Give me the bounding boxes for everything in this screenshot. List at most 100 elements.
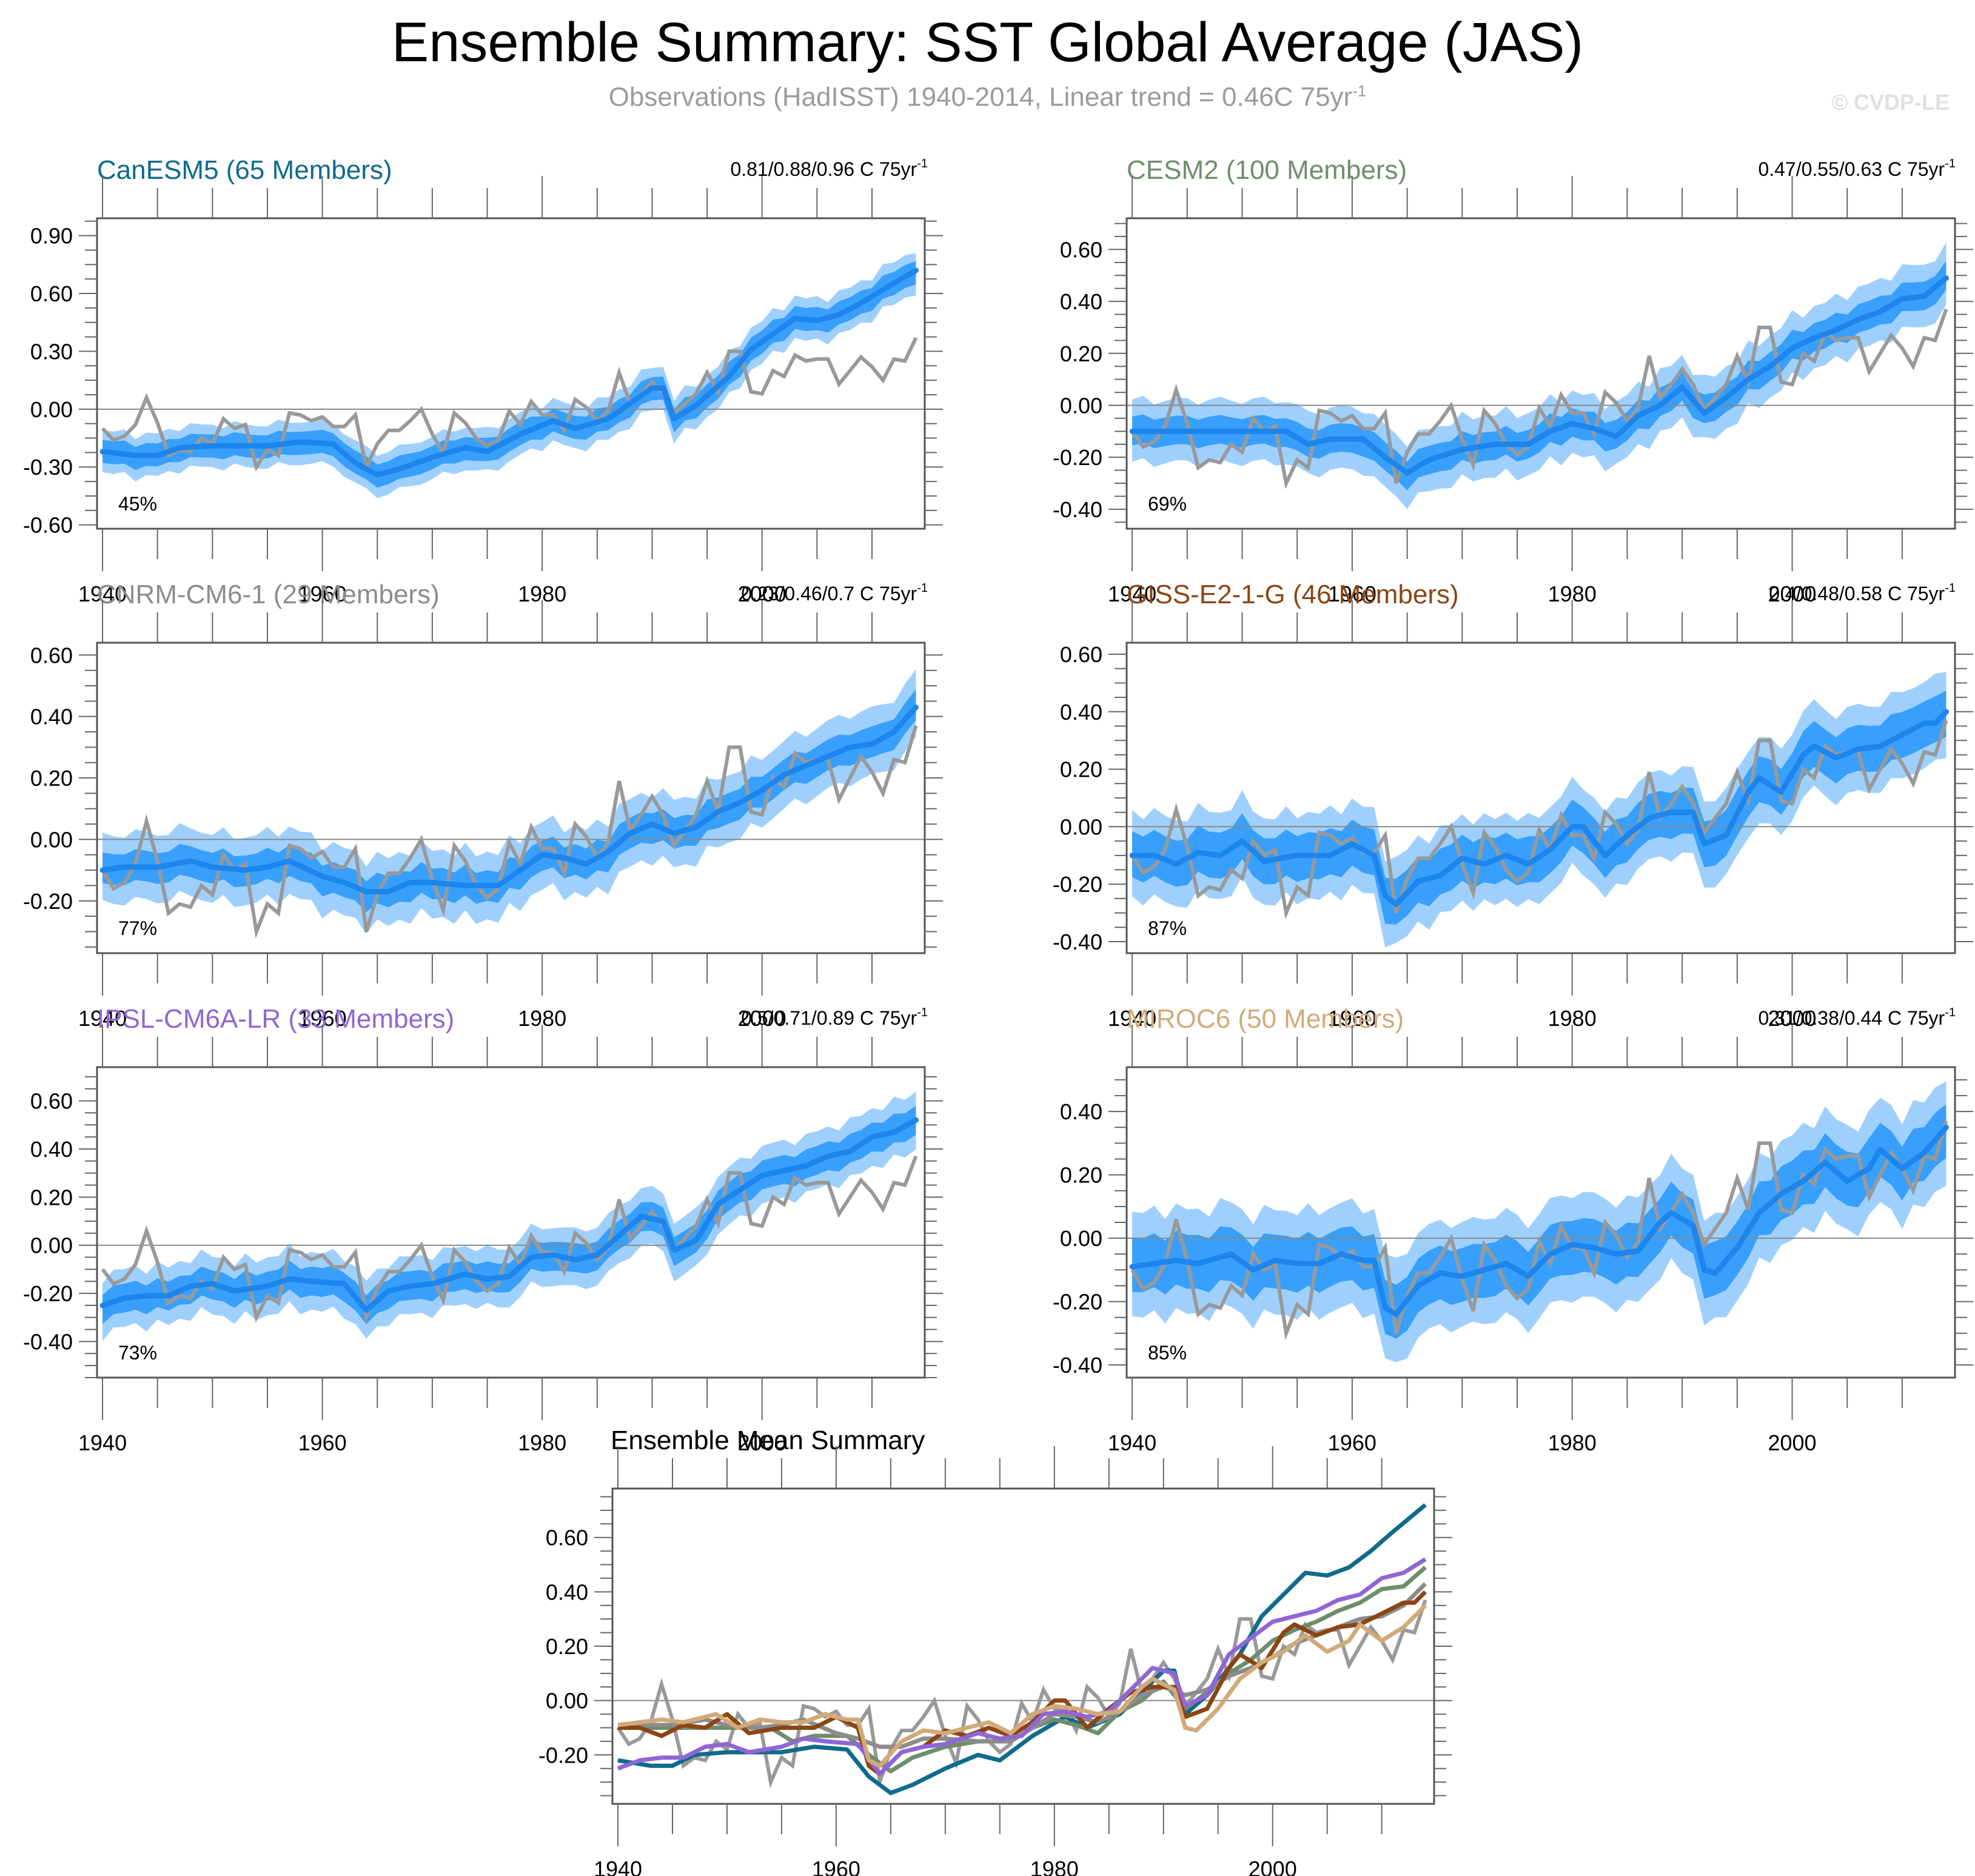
plot-frame <box>96 1066 926 1379</box>
spread-band-inner <box>1132 691 1946 925</box>
x-tick-label: 1960 <box>298 1430 347 1455</box>
panel-canesm5: CanESM5 (65 Members) 0.81/0.88/0.96 C 75y… <box>23 155 943 606</box>
y-tick-label: -0.40 <box>1053 497 1102 522</box>
mean-line-cesm2 <box>617 1566 1427 1774</box>
trend-value: 0.81/0.88/0.96 C 75yr <box>730 158 917 180</box>
mean-line-ipsl-cm6a-lr <box>617 1557 1427 1777</box>
panel-ensemble-mean-summary: Ensemble Mean Summary 1940 1960 1980 2000 -0.… <box>538 1425 1452 1876</box>
panel-ipsl-cm6a-lr: IPSL-CM6A-LR (33 Members) 0.5/0.71/0.89 C… <box>23 1004 943 1455</box>
trend-superscript: -1 <box>917 581 928 595</box>
y-tick-label: -0.40 <box>1053 930 1102 954</box>
trend-label: 0.4/0.48/0.58 C 75yr-1 <box>1769 581 1956 605</box>
panel-cnrm-cm6-1: CNRM-CM6-1 (29 Members) 0.23/0.46/0.7 C 7… <box>23 580 943 1031</box>
x-tick-label: 1980 <box>518 1430 566 1455</box>
y-tick-label: -0.40 <box>1053 1353 1102 1378</box>
y-tick-label: -0.20 <box>1053 872 1102 897</box>
observations-line <box>1130 1120 1948 1341</box>
panel-miroc6: MIROC6 (50 Members) 0.31/0.38/0.44 C 75yr… <box>1053 1004 1973 1455</box>
trend-label: 0.81/0.88/0.96 C 75yr-1 <box>730 157 928 180</box>
y-tick-label: 0.20 <box>30 1185 73 1210</box>
spread-band-outer <box>102 1091 916 1341</box>
figure-subtitle: Observations (HadISST) 1940-2014, Linear… <box>0 82 1975 113</box>
trend-superscript: -1 <box>917 1006 928 1019</box>
cvdp-watermark: © CVDP-LE <box>1831 90 1950 115</box>
observations-line <box>101 337 918 473</box>
spread-band-outer <box>1132 242 1946 509</box>
y-tick-label: -0.20 <box>1053 1290 1102 1315</box>
observations-line <box>101 1155 918 1325</box>
mean-line-miroc6 <box>617 1604 1427 1768</box>
y-tick-label: 0.20 <box>1060 341 1102 366</box>
panel-title: CanESM5 (65 Members) <box>97 155 392 185</box>
trend-superscript: -1 <box>1945 581 1956 595</box>
y-tick-label: 0.00 <box>30 397 73 422</box>
y-tick-label: 0.20 <box>546 1634 588 1659</box>
y-tick-label: 0.00 <box>546 1689 588 1714</box>
y-tick-label: 0.90 <box>30 224 73 249</box>
panel-title: GISS-E2-1-G (46 Members) <box>1127 580 1459 609</box>
percent-label: 69% <box>1148 493 1187 515</box>
plot-frame <box>96 217 926 530</box>
y-tick-label: 0.20 <box>1060 1163 1102 1188</box>
y-tick-label: 0.30 <box>30 339 73 364</box>
panel-title: CESM2 (100 Members) <box>1127 155 1407 185</box>
spread-band-outer <box>1132 1081 1946 1362</box>
y-tick-label: -0.20 <box>1053 445 1102 470</box>
y-tick-label: 0.40 <box>30 1137 73 1162</box>
mean-line-giss-e2-1-g <box>617 1590 1427 1777</box>
ensemble-mean-line <box>99 704 919 895</box>
x-tick-label: 1940 <box>78 1430 127 1455</box>
spread-band-inner <box>1132 261 1946 491</box>
ensemble-mean-line <box>99 267 919 478</box>
y-tick-label: 0.60 <box>1060 237 1102 262</box>
panel-title: Ensemble Mean Summary <box>611 1425 925 1455</box>
plot-frame <box>96 642 926 954</box>
trend-superscript: -1 <box>1945 157 1956 170</box>
x-tick-label: 1980 <box>1548 1430 1597 1455</box>
x-tick-label: 1940 <box>1108 1430 1156 1455</box>
x-tick-label: 1980 <box>1030 1857 1079 1876</box>
y-tick-label: 0.40 <box>30 705 73 729</box>
spread-band-outer <box>102 669 916 934</box>
y-tick-label: 0.60 <box>30 1089 73 1114</box>
y-tick-label: 0.00 <box>30 1233 73 1258</box>
y-tick-label: 0.40 <box>546 1580 588 1604</box>
y-tick-label: 0.60 <box>546 1526 588 1550</box>
y-tick-label: 0.40 <box>1060 700 1102 725</box>
panel-title: IPSL-CM6A-LR (33 Members) <box>97 1004 454 1034</box>
subtitle-text: Observations (HadISST) 1940-2014, Linear… <box>608 82 1353 112</box>
figure-title: Ensemble Summary: SST Global Average (JA… <box>391 12 1584 73</box>
trend-value: 0.4/0.48/0.58 C 75yr <box>1769 583 1945 605</box>
spread-band-outer <box>1132 672 1946 948</box>
spread-band-inner <box>102 1105 916 1325</box>
y-tick-label: -0.30 <box>23 455 73 480</box>
trend-label: 0.5/0.71/0.89 C 75yr-1 <box>741 1006 928 1029</box>
observations-line <box>1130 720 1948 920</box>
percent-label: 45% <box>118 493 157 515</box>
y-tick-label: -0.20 <box>538 1743 588 1767</box>
y-tick-label: -0.20 <box>23 1281 73 1306</box>
plot-frame <box>1125 217 1956 530</box>
y-tick-label: 0.60 <box>30 281 73 306</box>
spread-band-outer <box>102 253 916 498</box>
x-tick-label: 2000 <box>738 1430 786 1455</box>
y-tick-label: 0.20 <box>30 766 73 791</box>
percent-label: 87% <box>1148 917 1187 939</box>
trend-superscript: -1 <box>1945 1006 1956 1019</box>
subtitle-superscript: -1 <box>1352 82 1367 100</box>
trend-label: 0.47/0.55/0.63 C 75yr-1 <box>1758 157 1956 180</box>
plot-frame <box>611 1487 1435 1805</box>
percent-label: 77% <box>118 917 157 939</box>
trend-value: 0.23/0.46/0.7 C 75yr <box>741 583 917 605</box>
y-tick-label: 0.20 <box>1060 757 1102 782</box>
y-tick-label: 0.40 <box>1060 1099 1102 1124</box>
panel-giss-e2-1-g: GISS-E2-1-G (46 Members) 0.4/0.48/0.58 C … <box>1053 580 1973 1031</box>
y-tick-label: -0.20 <box>23 889 73 914</box>
ensemble-mean-line <box>99 1117 919 1313</box>
y-tick-label: 0.00 <box>1060 393 1102 418</box>
y-tick-label: 0.40 <box>1060 289 1102 314</box>
y-tick-label: 0.60 <box>30 643 73 668</box>
trend-value: 0.47/0.55/0.63 C 75yr <box>1758 158 1945 180</box>
x-tick-label: 1960 <box>1328 1430 1376 1455</box>
